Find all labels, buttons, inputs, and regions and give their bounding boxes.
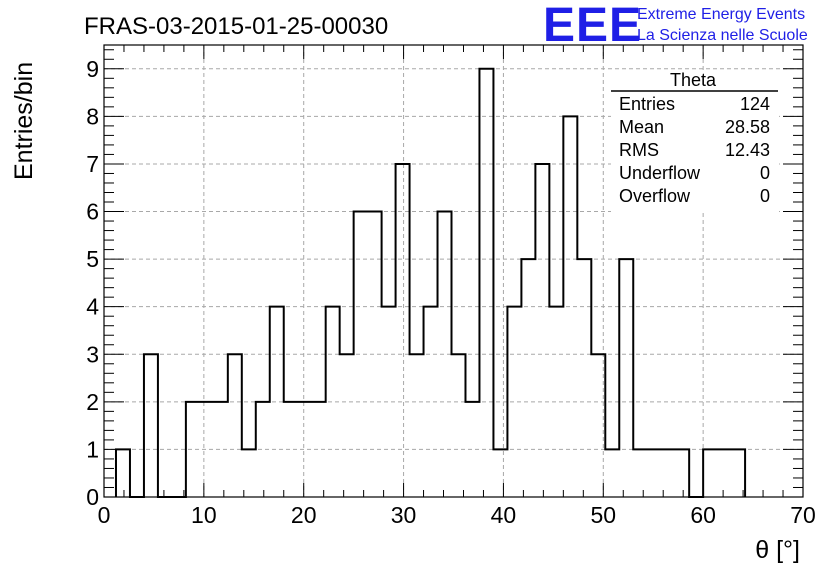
y-tick-label: 0 — [86, 484, 99, 510]
eee-logo-text: EEE — [543, 0, 642, 52]
histogram-bin — [144, 354, 158, 497]
histogram-bin — [647, 449, 661, 497]
y-axis-label: Entries/bin — [10, 62, 38, 180]
eee-logo-line2: La Scienza nelle Scuole — [637, 27, 808, 44]
histogram-bin — [479, 69, 493, 497]
x-tick-label: 30 — [391, 502, 417, 528]
histogram-bin — [410, 354, 424, 497]
histogram-bin — [675, 449, 689, 497]
stats-value: 124 — [740, 94, 770, 114]
histogram-bin — [577, 259, 591, 497]
histogram-bin — [228, 354, 242, 497]
stats-box-background — [611, 72, 779, 212]
histogram-bin — [633, 449, 647, 497]
stats-value: 0 — [760, 186, 770, 206]
x-tick-label: 70 — [790, 502, 816, 528]
histogram-bin — [116, 449, 130, 497]
eee-logo-line1: Extreme Energy Events — [637, 6, 805, 23]
x-tick-label: 10 — [191, 502, 217, 528]
stats-title: Theta — [670, 70, 717, 90]
histogram-bin — [703, 449, 717, 497]
stats-value: 12.43 — [725, 140, 770, 160]
stats-box: Theta Entries 124 Mean 28.58 RMS 12.43 Underfl… — [611, 70, 779, 212]
x-tick-label: 0 — [98, 502, 111, 528]
y-tick-label: 5 — [86, 246, 99, 272]
plot-frame — [103, 44, 804, 498]
stats-value: 0 — [760, 163, 770, 183]
stats-label: Mean — [619, 117, 664, 137]
y-tick-label: 7 — [86, 151, 99, 177]
histogram-bin — [619, 259, 633, 497]
histogram-bin — [396, 164, 410, 497]
x-tick-label: 20 — [291, 502, 317, 528]
histogram-bin — [242, 449, 256, 497]
y-tick-label: 1 — [86, 436, 99, 462]
x-tick-label: 40 — [491, 502, 517, 528]
stats-value: 28.58 — [725, 117, 770, 137]
x-tick-label: 50 — [590, 502, 616, 528]
stats-rows: Entries 124 Mean 28.58 RMS 12.43 Underflow 0 Ove… — [619, 94, 770, 206]
stats-label: RMS — [619, 140, 659, 160]
histogram-bin — [521, 259, 535, 497]
axis-ticks: 0 10 20 30 40 50 60 70 0 1 2 3 4 5 6 7 8 9 — [86, 45, 816, 528]
histogram-bin — [731, 449, 745, 497]
y-tick-label: 6 — [86, 199, 99, 225]
stats-label: Overflow — [619, 186, 691, 206]
x-axis-label: θ [°] — [755, 536, 800, 564]
histogram-bin — [605, 449, 619, 497]
histogram-bin — [717, 449, 731, 497]
histogram-outline — [114, 67, 747, 498]
histogram-bin — [661, 449, 675, 497]
stats-label: Entries — [619, 94, 675, 114]
histogram-bin — [452, 354, 466, 497]
y-tick-label: 3 — [86, 341, 99, 367]
y-tick-label: 9 — [86, 56, 99, 82]
stats-label: Underflow — [619, 163, 701, 183]
y-tick-label: 2 — [86, 389, 99, 415]
run-title: FRAS-03-2015-01-25-00030 — [84, 13, 388, 40]
y-tick-label: 4 — [86, 294, 99, 320]
histogram-bin — [493, 449, 507, 497]
x-tick-label: 60 — [690, 502, 716, 528]
histogram-bin — [535, 164, 549, 497]
histogram-bin — [340, 354, 354, 497]
y-tick-label: 8 — [86, 103, 99, 129]
